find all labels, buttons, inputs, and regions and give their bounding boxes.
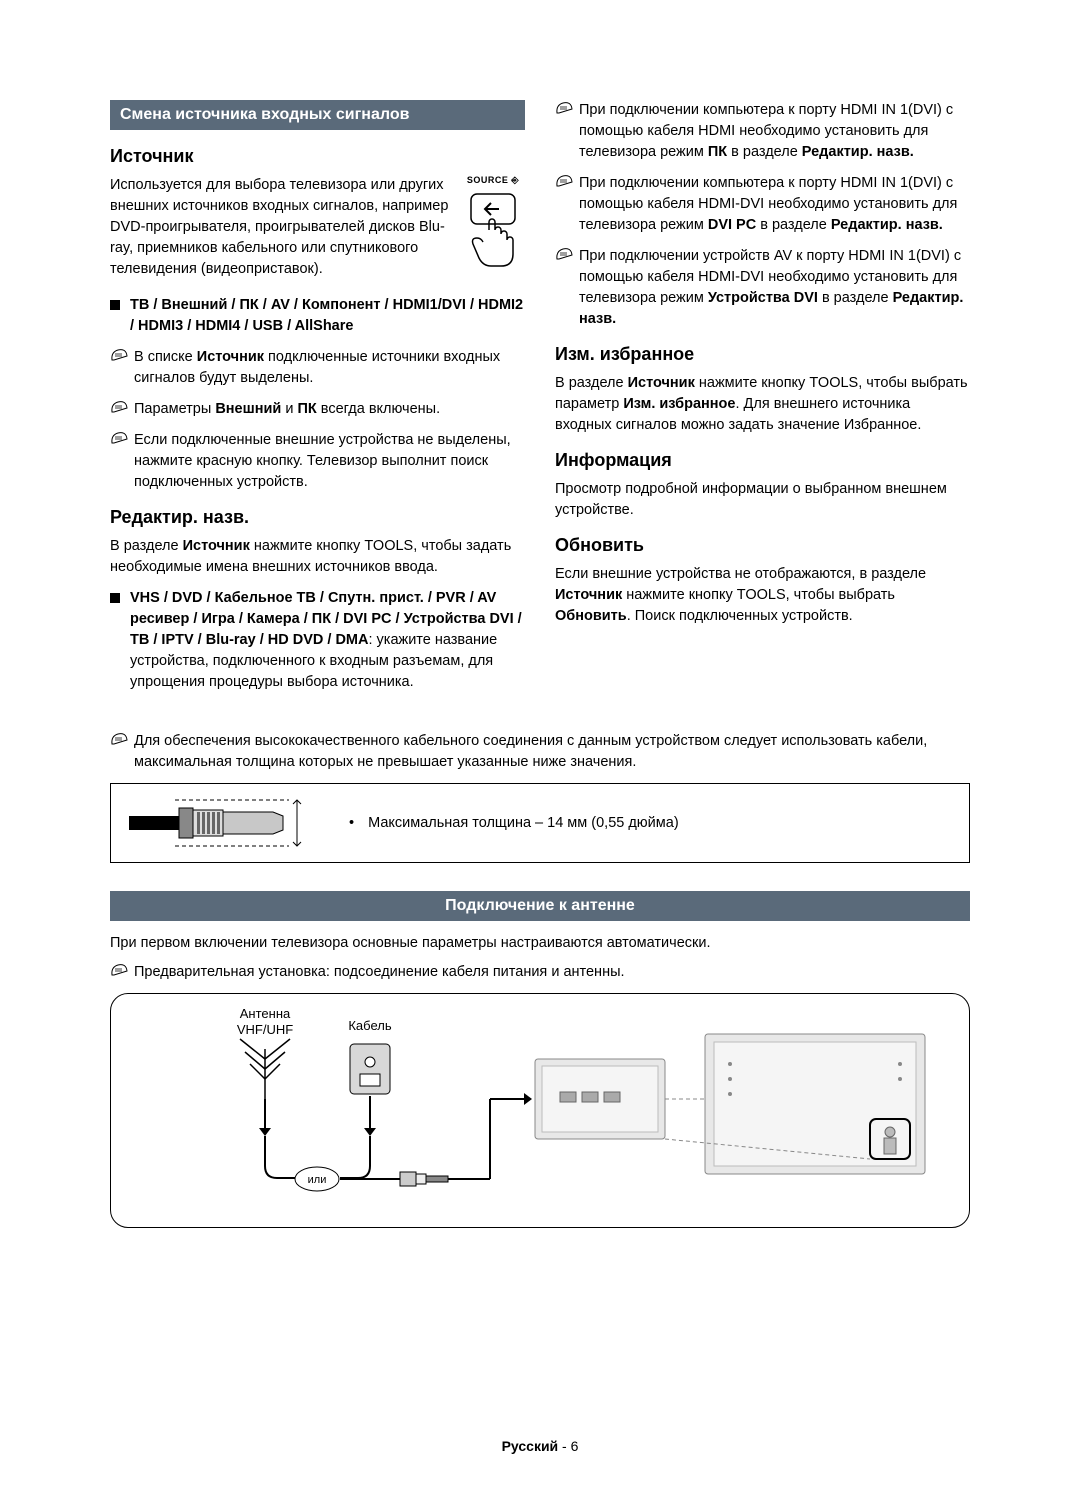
heading-refresh: Обновить — [555, 535, 970, 556]
heading-source: Источник — [110, 146, 525, 167]
antenna-connection-diagram: Антенна VHF/UHF Кабель или — [110, 993, 970, 1228]
heading-edit-name: Редактир. назв. — [110, 507, 525, 528]
note-icon — [110, 400, 128, 414]
diagram-label-antenna: Антенна — [240, 1006, 291, 1021]
section-header-change-source: Смена источника входных сигналов — [110, 100, 525, 130]
diagram-label-vhfuhf: VHF/UHF — [237, 1022, 293, 1037]
note-ext-pc-always-on: Параметры Внешний и ПК всегда включены. — [110, 399, 525, 420]
heading-edit-favorite: Изм. избранное — [555, 344, 970, 365]
press-button-icon — [463, 190, 523, 280]
bullet-max-thickness: Максимальная толщина – 14 мм (0,55 дюйма… — [349, 813, 679, 834]
paragraph-info-desc: Просмотр подробной информации о выбранно… — [555, 479, 970, 521]
note-icon — [555, 101, 573, 115]
note-hdmi-dvi-devices: При подключении устройств AV к порту HDM… — [555, 246, 970, 330]
section-header-antenna: Подключение к антенне — [110, 891, 970, 921]
note-icon — [110, 963, 128, 977]
diagram-label-or: или — [308, 1174, 327, 1186]
note-icon — [110, 348, 128, 362]
source-button-label: SOURCE ⎆ — [461, 175, 525, 186]
note-hdmi-pc: При подключении компьютера к порту HDMI … — [555, 100, 970, 163]
cable-connector-icon — [129, 798, 309, 848]
paragraph-source-desc: Используется для выбора телевизора или д… — [110, 175, 453, 280]
paragraph-antenna-auto: При первом включении телевизора основные… — [110, 933, 970, 954]
note-red-button-search: Если подключенные внешние устройства не … — [110, 430, 525, 493]
note-icon — [555, 247, 573, 261]
paragraph-refresh-desc: Если внешние устройства не отображаются,… — [555, 564, 970, 627]
paragraph-fav-desc: В разделе Источник нажмите кнопку TOOLS,… — [555, 373, 970, 436]
note-icon — [110, 732, 128, 746]
note-icon — [110, 431, 128, 445]
diagram-label-cable: Кабель — [348, 1018, 391, 1033]
note-antenna-preinstall: Предварительная установка: подсоединение… — [110, 962, 970, 983]
note-source-highlighted: В списке Источник подключенные источники… — [110, 347, 525, 389]
source-button-illustration: SOURCE ⎆ — [461, 175, 525, 285]
note-hdmi-dvi-pc: При подключении компьютера к порту HDMI … — [555, 173, 970, 236]
heading-information: Информация — [555, 450, 970, 471]
paragraph-edit-desc: В разделе Источник нажмите кнопку TOOLS,… — [110, 536, 525, 578]
list-item-device-names: VHS / DVD / Кабельное ТВ / Спутн. прист.… — [110, 588, 525, 693]
note-icon — [555, 174, 573, 188]
page-footer: Русский - 6 — [0, 1438, 1080, 1454]
note-cable-thickness: Для обеспечения высококачественного кабе… — [110, 731, 970, 773]
cable-thickness-box: Максимальная толщина – 14 мм (0,55 дюйма… — [110, 783, 970, 863]
list-item-source-inputs: ТВ / Внешний / ПК / AV / Компонент / HDM… — [110, 295, 525, 337]
